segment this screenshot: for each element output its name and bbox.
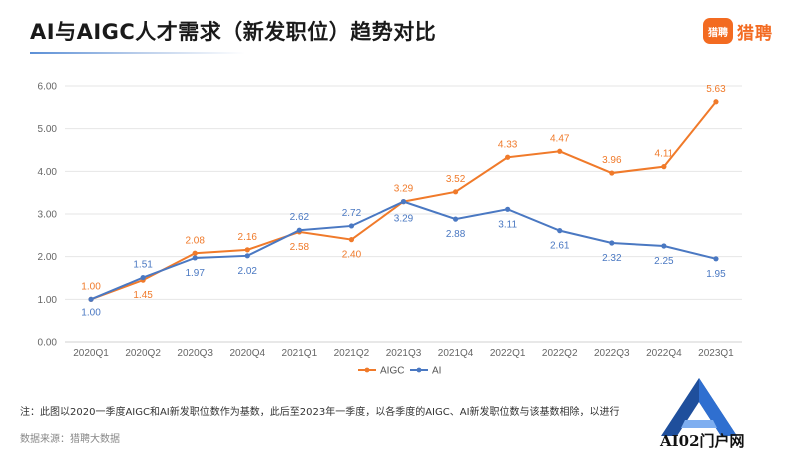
- liepin-logo-icon: 猎聘: [703, 18, 733, 44]
- data-point: [452, 189, 459, 195]
- data-label: 4.33: [498, 139, 518, 150]
- data-label: 3.29: [394, 214, 414, 225]
- chart-footnote: 注：此图以2020一季度AIGC和AI新发职位数作为基数，此后至2023年一季度…: [20, 407, 620, 418]
- data-label: 2.88: [446, 229, 466, 240]
- x-tick-label: 2023Q1: [698, 348, 734, 359]
- y-tick-label: 3.00: [38, 210, 58, 221]
- data-point: [661, 164, 667, 170]
- data-point: [348, 237, 355, 243]
- data-label: 1.00: [81, 307, 101, 318]
- data-label: 3.52: [446, 174, 466, 185]
- x-tick-label: 2020Q2: [125, 348, 161, 359]
- legend-marker: [416, 367, 422, 373]
- data-label: 4.47: [550, 133, 570, 144]
- data-point: [557, 148, 563, 154]
- x-tick-label: 2022Q1: [490, 348, 526, 359]
- data-label: 2.32: [602, 253, 622, 264]
- data-point: [140, 274, 146, 281]
- data-label: 2.62: [290, 212, 310, 223]
- data-point: [244, 253, 250, 259]
- data-point: [505, 154, 511, 160]
- x-tick-label: 2020Q4: [229, 348, 265, 359]
- data-label: 2.02: [238, 266, 258, 277]
- data-point: [557, 228, 563, 234]
- x-tick-label: 2022Q2: [542, 348, 578, 359]
- data-label: 3.29: [394, 184, 414, 195]
- title-underline: [30, 52, 245, 54]
- data-point: [505, 206, 511, 212]
- page-title: AI与AIGC人才需求（新发职位）趋势对比: [30, 20, 437, 44]
- data-point: [661, 243, 667, 249]
- data-point: [713, 256, 719, 262]
- x-tick-label: 2021Q3: [386, 348, 422, 359]
- data-label: 5.63: [706, 84, 726, 95]
- x-tick-label: 2022Q4: [646, 348, 682, 359]
- data-point: [400, 199, 407, 205]
- data-label: 1.51: [133, 260, 153, 271]
- data-point: [609, 240, 615, 246]
- x-tick-label: 2020Q3: [177, 348, 213, 359]
- line-chart: 0.00 1.00 2.00 3.00 4.00 5.00 6.00 2020Q1 2020Q…: [38, 82, 742, 377]
- y-tick-label: 2.00: [38, 252, 58, 263]
- data-label: 1.45: [133, 290, 153, 301]
- x-tick-label: 2020Q1: [73, 348, 109, 359]
- y-tick-label: 4.00: [38, 167, 58, 178]
- data-point: [244, 247, 250, 253]
- legend-label: AIGC: [380, 366, 404, 377]
- data-point: [348, 223, 355, 229]
- data-point: [713, 99, 719, 105]
- data-point: [192, 250, 198, 256]
- y-tick-label: 1.00: [38, 295, 58, 306]
- x-tick-label: 2021Q2: [334, 348, 370, 359]
- watermark-text: AI02门户网: [660, 432, 745, 450]
- data-point: [192, 255, 198, 261]
- data-label: 2.61: [550, 241, 570, 252]
- data-label: 2.16: [238, 232, 258, 243]
- legend-marker: [364, 367, 370, 373]
- y-tick-label: 6.00: [38, 82, 58, 93]
- data-source: 数据来源：猎聘大数据: [20, 434, 120, 445]
- data-label: 4.11: [655, 149, 674, 160]
- legend-label: AI: [432, 366, 441, 377]
- data-label: 1.95: [706, 269, 726, 280]
- data-point: [88, 296, 94, 302]
- data-label: 2.58: [290, 242, 310, 253]
- brand-logo: 猎聘 猎聘: [703, 17, 773, 45]
- letter-a-logo-icon: [661, 378, 737, 436]
- y-tick-label: 0.00: [38, 338, 58, 349]
- data-label: 2.40: [342, 250, 362, 261]
- data-label: 3.96: [602, 155, 622, 166]
- brand-name: 猎聘: [737, 23, 773, 44]
- data-point: [296, 227, 302, 233]
- data-label: 2.72: [342, 208, 362, 219]
- data-point: [609, 170, 615, 176]
- data-label: 1.00: [81, 281, 101, 292]
- y-tick-label: 5.00: [38, 124, 58, 135]
- data-label: 2.25: [654, 256, 674, 267]
- data-label: 1.97: [185, 268, 205, 279]
- data-label: 3.11: [498, 219, 517, 230]
- data-point: [452, 216, 459, 222]
- x-tick-label: 2022Q3: [594, 348, 630, 359]
- data-label: 2.08: [185, 235, 205, 246]
- x-tick-label: 2021Q1: [282, 348, 318, 359]
- x-tick-label: 2021Q4: [438, 348, 474, 359]
